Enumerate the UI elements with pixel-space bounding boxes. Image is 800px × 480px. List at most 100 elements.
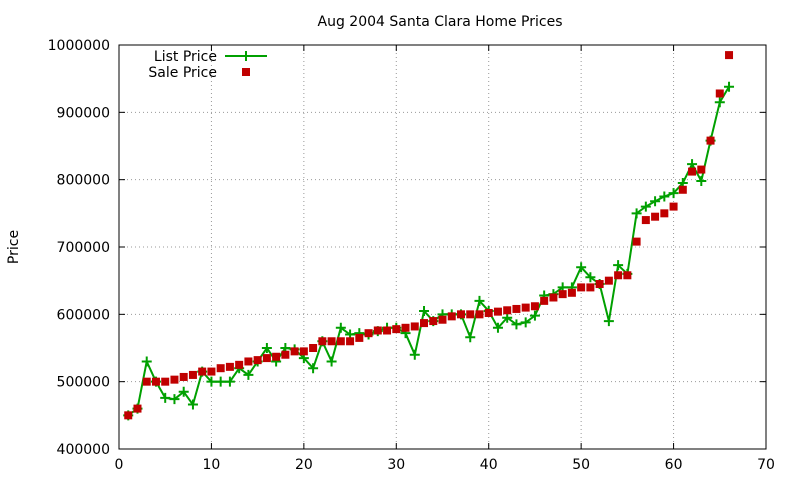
chart-title: Aug 2004 Santa Clara Home Prices [318, 14, 563, 30]
sale-price-point [725, 51, 734, 60]
sale-price-point [346, 337, 355, 346]
sale-price-point [669, 202, 678, 211]
list-price-point [502, 312, 513, 323]
sale-price-point [540, 296, 549, 305]
sale-price-point [503, 306, 512, 315]
list-price-point [492, 322, 503, 333]
sale-price-point [614, 271, 623, 280]
list-price-point [261, 343, 272, 353]
series-sale-price [124, 51, 734, 420]
sale-price-point [124, 411, 133, 420]
sale-price-point [309, 344, 318, 352]
x-tick-label: 40 [480, 457, 498, 473]
x-tick-label: 20 [295, 457, 313, 473]
sale-price-point [549, 293, 558, 302]
list-price-point [178, 386, 189, 397]
list-price-point [659, 191, 670, 202]
sale-price-point [530, 302, 539, 311]
sale-price-point [151, 377, 160, 386]
sale-price-point [170, 375, 179, 384]
sale-price-point [161, 377, 170, 386]
y-tick-label: 700000 [57, 240, 110, 256]
sale-price-point [456, 310, 465, 319]
sale-price-point [521, 303, 530, 312]
list-price-point [474, 295, 485, 306]
sale-price-point [253, 356, 262, 365]
sale-price-point [466, 310, 475, 319]
sale-price-point [715, 89, 724, 98]
x-tick-label: 30 [387, 457, 405, 473]
sale-price-point [327, 337, 336, 346]
sale-price-point [318, 337, 327, 346]
x-tick-label: 10 [203, 457, 221, 473]
y-tick-label: 900000 [57, 105, 110, 121]
x-tick-label: 60 [665, 457, 683, 473]
y-tick-label: 500000 [57, 375, 110, 391]
list-price-point [640, 201, 651, 212]
list-price-point [576, 262, 587, 273]
sale-price-point [198, 367, 207, 376]
sale-price-point [179, 372, 188, 381]
y-tick-label: 400000 [57, 442, 110, 458]
list-price-point [169, 394, 180, 405]
y-tick-label: 600000 [57, 307, 110, 323]
series [123, 51, 735, 421]
list-price-point [465, 332, 476, 343]
list-price-point [224, 376, 235, 387]
list-price-point [326, 356, 337, 367]
y-tick-label: 800000 [57, 173, 110, 189]
list-price-point [696, 176, 707, 187]
sale-price-point [688, 167, 697, 176]
sale-price-point [262, 354, 271, 363]
sale-price-point [447, 312, 456, 321]
sale-price-point [623, 271, 632, 280]
list-price-point [603, 316, 614, 327]
legend-item-sale-price: Sale Price [148, 65, 250, 81]
sale-price-point [420, 319, 429, 328]
sale-price-point [355, 333, 364, 342]
sale-price-point [512, 304, 521, 313]
sale-price-point [493, 307, 502, 316]
sale-price-point [438, 315, 447, 324]
sale-price-point [142, 377, 151, 386]
sale-price-point [484, 308, 493, 317]
sale-price-point [235, 360, 244, 369]
legend-item-list-price: List Price [154, 49, 267, 65]
legend-label: List Price [154, 49, 217, 65]
sale-price-point [383, 326, 392, 335]
x-axis: 0 10 20 30 40 50 60 70 [115, 457, 775, 473]
list-price-point [243, 369, 254, 380]
list-price-point [419, 305, 430, 316]
x-tick-label: 70 [757, 457, 775, 473]
sale-price-point [567, 288, 576, 297]
sale-price-point [706, 136, 715, 145]
y-axis-label: Price [6, 230, 22, 264]
list-price-point [724, 81, 735, 92]
sale-price-point [632, 237, 641, 246]
sale-price-point [299, 347, 308, 356]
sale-price-point [401, 323, 410, 332]
list-price-point [668, 188, 679, 199]
sale-price-point [336, 337, 345, 346]
y-axis: 400000 500000 600000 700000 800000 900000 1000… [48, 38, 110, 458]
legend-marker [241, 51, 251, 61]
sale-price-point [373, 326, 382, 335]
sale-price-point [429, 317, 438, 326]
sale-price-point [651, 212, 660, 221]
legend-label: Sale Price [148, 65, 217, 81]
sale-price-point [604, 276, 613, 285]
sale-price-point [475, 310, 484, 319]
sale-price-point [225, 362, 234, 371]
list-price-point [206, 376, 217, 387]
list-price-point [141, 356, 152, 367]
x-tick-label: 50 [572, 457, 590, 473]
sale-price-point [244, 357, 253, 366]
list-price-point [511, 319, 522, 330]
list-price-point [631, 208, 642, 219]
list-price-point [529, 310, 540, 321]
list-price-point [650, 196, 661, 207]
sale-price-point [392, 325, 401, 334]
list-price-point [409, 349, 420, 360]
